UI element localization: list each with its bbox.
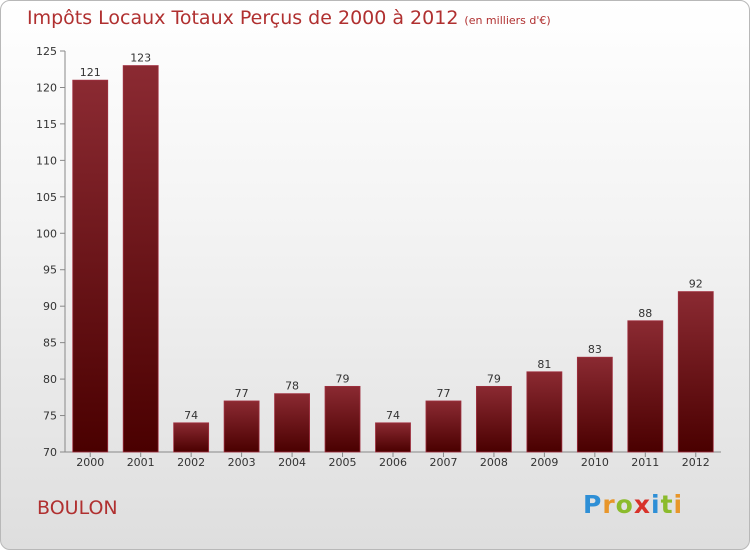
value-label-2008: 79 xyxy=(487,372,501,385)
chart-title: Impôts Locaux Totaux Perçus de 2000 à 20… xyxy=(27,7,459,29)
bar-2007 xyxy=(425,400,462,453)
x-tick-label-2009: 2009 xyxy=(530,456,558,469)
x-tick-label-2003: 2003 xyxy=(228,456,256,469)
bar-2005 xyxy=(324,385,361,453)
bar-2008 xyxy=(476,385,512,453)
bar-2002 xyxy=(173,422,210,453)
value-label-2003: 77 xyxy=(235,387,249,400)
logo-letter: x xyxy=(633,490,651,519)
value-label-2009: 81 xyxy=(537,358,551,371)
bar-2003 xyxy=(223,400,260,453)
x-tick-label-2004: 2004 xyxy=(278,456,306,469)
value-label-2011: 88 xyxy=(638,307,652,320)
logo-letter: t xyxy=(660,490,674,519)
logo-letter: r xyxy=(602,490,616,519)
value-label-2007: 77 xyxy=(436,387,450,400)
y-tick-label: 85 xyxy=(43,337,57,350)
value-label-2006: 74 xyxy=(386,409,400,422)
value-label-2002: 74 xyxy=(184,409,198,422)
bar-2009 xyxy=(526,371,563,453)
x-tick-label-2011: 2011 xyxy=(631,456,659,469)
bar-2010 xyxy=(576,356,613,453)
y-tick-label: 70 xyxy=(43,446,57,459)
y-tick-label: 105 xyxy=(36,191,57,204)
logo-letter: i xyxy=(651,490,661,519)
value-label-2005: 79 xyxy=(336,372,350,385)
y-tick-label: 125 xyxy=(36,45,57,58)
y-tick-label: 115 xyxy=(36,118,57,131)
y-tick-label: 95 xyxy=(43,264,57,277)
chart-title-block: Impôts Locaux Totaux Perçus de 2000 à 20… xyxy=(27,7,551,29)
y-tick-label: 100 xyxy=(36,227,57,240)
value-label-2001: 123 xyxy=(130,52,151,65)
bar-2004 xyxy=(274,393,310,453)
bar-2012 xyxy=(677,291,714,453)
x-tick-label-2007: 2007 xyxy=(429,456,457,469)
x-tick-label-2001: 2001 xyxy=(127,456,155,469)
bar-2001 xyxy=(122,65,159,453)
y-tick-label: 120 xyxy=(36,81,57,94)
x-tick-label-2000: 2000 xyxy=(76,456,104,469)
x-tick-label-2005: 2005 xyxy=(329,456,357,469)
value-label-2010: 83 xyxy=(588,343,602,356)
logo-letter: i xyxy=(673,490,684,519)
bar-2000 xyxy=(72,79,109,453)
y-tick-label: 75 xyxy=(43,410,57,423)
value-label-2004: 78 xyxy=(285,380,299,393)
x-tick-label-2008: 2008 xyxy=(480,456,508,469)
chart-unit-label: (en milliers d'€) xyxy=(464,14,551,27)
value-label-2012: 92 xyxy=(689,278,703,291)
y-tick-label: 90 xyxy=(43,300,57,313)
bar-2006 xyxy=(375,422,411,453)
x-tick-label-2010: 2010 xyxy=(581,456,609,469)
town-name: BOULON xyxy=(37,497,118,519)
logo-letter: P xyxy=(583,490,603,519)
x-tick-label-2002: 2002 xyxy=(177,456,205,469)
x-tick-label-2006: 2006 xyxy=(379,456,407,469)
logo-letter: o xyxy=(615,490,634,519)
y-tick-label: 80 xyxy=(43,373,57,386)
proxiti-logo: Proxiti xyxy=(583,490,683,519)
x-tick-label-2012: 2012 xyxy=(682,456,710,469)
y-tick-label: 110 xyxy=(36,154,57,167)
value-label-2000: 121 xyxy=(80,66,101,79)
bar-2011 xyxy=(627,320,664,453)
